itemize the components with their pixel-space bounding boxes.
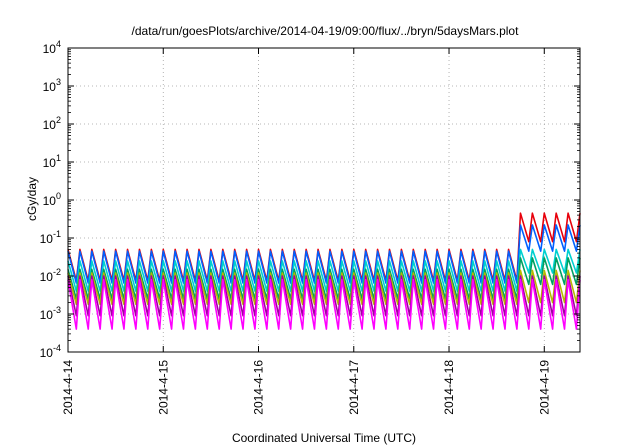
x-tick-label: 2014-4-16 <box>252 360 266 415</box>
y-tick-exponent: 1 <box>56 153 61 163</box>
y-tick-exponent: -4 <box>53 343 61 353</box>
y-tick-label: 104 <box>43 39 61 56</box>
y-tick-exponent: -1 <box>53 229 61 239</box>
y-axis-label: cGy/day <box>25 177 39 221</box>
y-tick-label: 10-1 <box>40 229 61 246</box>
series-line-2 <box>67 224 581 284</box>
x-axis-label: Coordinated Universal Time (UTC) <box>232 431 416 445</box>
y-tick-label: 10-2 <box>40 267 61 284</box>
x-tick-label: 2014-4-19 <box>537 360 551 415</box>
y-tick-exponent: -3 <box>53 305 61 315</box>
y-tick-base: 10 <box>40 308 54 322</box>
y-tick-label: 102 <box>43 115 61 132</box>
y-tick-exponent: 4 <box>56 39 61 49</box>
x-tick-label: 2014-4-14 <box>61 360 75 415</box>
y-tick-base: 10 <box>40 346 54 360</box>
chart-title: /data/run/goesPlots/archive/2014-04-19/0… <box>132 24 520 38</box>
y-tick-exponent: 0 <box>56 191 61 201</box>
y-tick-label: 10-3 <box>40 305 61 322</box>
y-tick-base: 10 <box>43 118 57 132</box>
y-tick-exponent: 2 <box>56 115 61 125</box>
y-tick-exponent: -2 <box>53 267 61 277</box>
y-tick-label: 101 <box>43 153 61 170</box>
y-tick-base: 10 <box>43 80 57 94</box>
series-line-7 <box>67 278 581 330</box>
y-tick-base: 10 <box>40 270 54 284</box>
series-line-3 <box>67 248 581 292</box>
x-tick-label: 2014-4-15 <box>156 360 170 415</box>
y-tick-label: 100 <box>43 191 61 208</box>
series-layer <box>67 212 581 330</box>
y-tick-base: 10 <box>40 232 54 246</box>
y-tick-base: 10 <box>43 194 57 208</box>
y-tick-label: 103 <box>43 77 61 94</box>
x-tick-label: 2014-4-17 <box>347 360 361 415</box>
x-ticks: 2014-4-14 2014-4-15 2014-4-16 2014-4-17 2014… <box>61 48 551 415</box>
y-tick-base: 10 <box>43 156 57 170</box>
y-tick-base: 10 <box>43 42 57 56</box>
y-tick-label: 10-4 <box>40 343 61 360</box>
y-tick-exponent: 3 <box>56 77 61 87</box>
x-tick-label: 2014-4-18 <box>442 360 456 415</box>
